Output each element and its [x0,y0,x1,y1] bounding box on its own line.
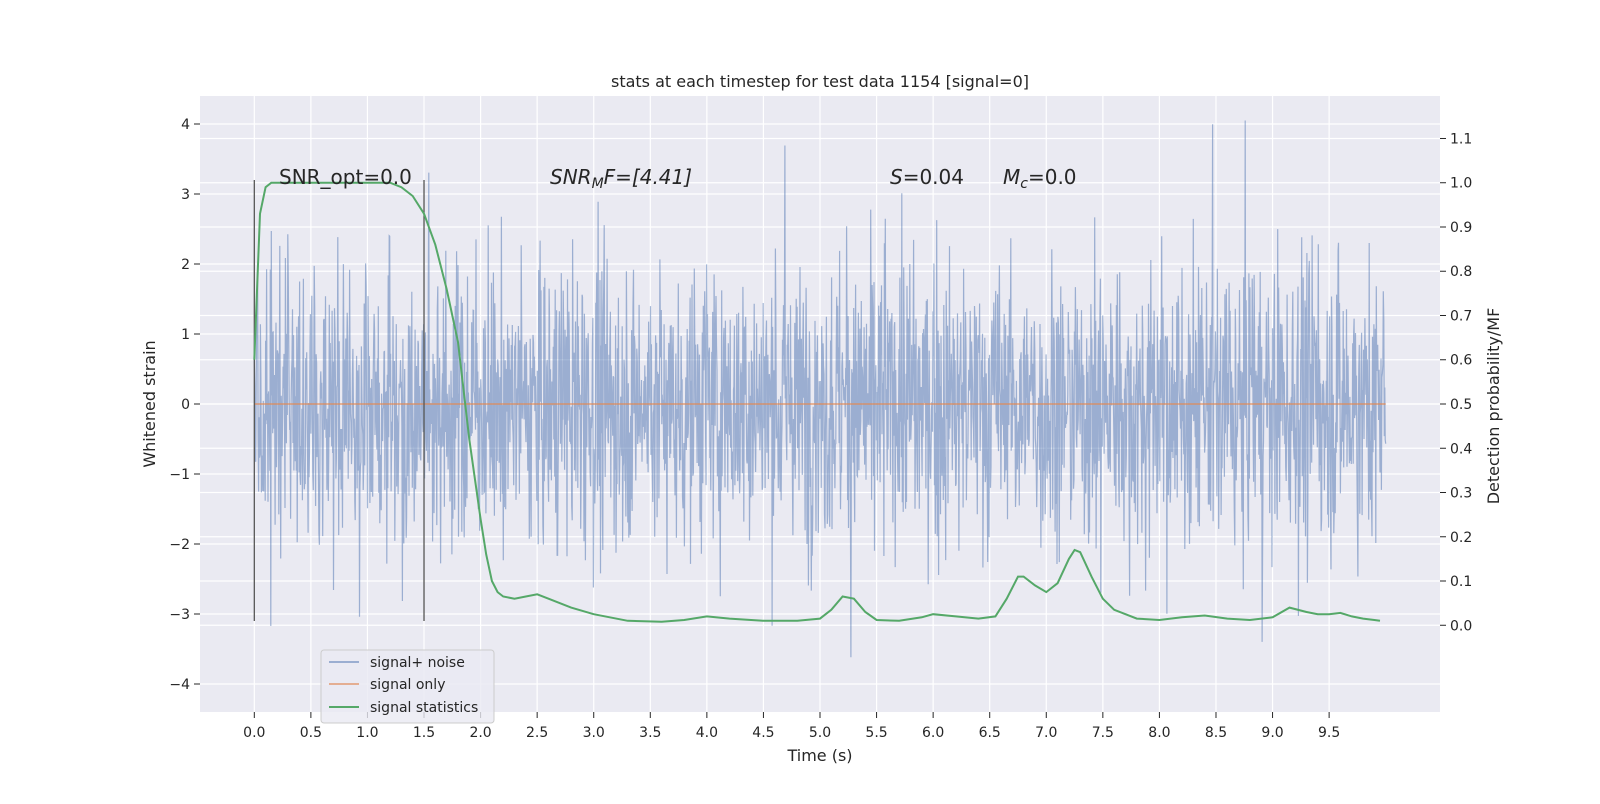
y-axis-label-left: Whitened strain [140,340,159,467]
legend-box [320,649,495,724]
legend-label-signal-noise: signal+ noise [370,655,465,671]
x-tick-label: 0.5 [300,725,322,741]
ticks: 0.0 0.5 1.0 1.5 2.0 2.5 3.0 3.5 4.0 4.5 5.0 5.5 6.0 6… [169,117,1472,741]
y-right-tick-label: 1.1 [1450,131,1472,147]
y-right-tick-label: 0.0 [1450,618,1472,634]
y-right-tick-label: 0.5 [1450,397,1472,413]
y-left-tick-label: −3 [169,607,190,623]
y-left-tick-label: 3 [181,187,190,203]
y-right-tick-label: 0.3 [1450,486,1472,502]
y-left-tick-label: 1 [181,327,190,343]
line-series [253,180,1386,623]
x-tick-label: 1.0 [356,725,378,741]
annotation-s: S=0.04 [890,165,964,189]
x-tick-label: 1.5 [413,725,435,741]
noise-series [253,120,1387,658]
y-axis-label-right: Detection probability/MF [1484,308,1503,505]
annotation-snr-opt: SNR_opt=0.0 [279,165,412,189]
legend-label-signal-statistics: signal statistics [370,700,478,716]
y-left-tick-label: 0 [181,397,190,413]
annotation-snr-mf-symbol: SNR [550,165,592,189]
y-right-tick-label: 1.0 [1450,176,1472,192]
annotation-s-symbol: S [890,165,903,189]
x-tick-label: 2.5 [526,725,548,741]
y-right-tick-label: 0.6 [1450,353,1472,369]
annotation-s-value: =0.04 [903,165,964,189]
y-left-tick-label: 4 [181,117,190,133]
x-tick-label: 5.0 [809,725,831,741]
y-left-tick-label: −2 [169,537,190,553]
x-tick-label: 9.0 [1261,725,1283,741]
x-tick-label: 5.5 [865,725,887,741]
legend: signal+ noise signal only signal statist… [320,649,495,724]
annotation-snr-mf-subscript: M [592,176,604,192]
x-tick-label: 6.0 [922,725,944,741]
x-tick-label: 9.5 [1318,725,1340,741]
chart-title: stats at each timestep for test data 115… [611,72,1029,91]
annotation-mc-subscript: c [1020,176,1028,192]
x-tick-label: 8.0 [1148,725,1170,741]
x-axis-label: Time (s) [786,746,852,765]
y-left-tick-label: −1 [169,467,190,483]
x-tick-label: 2.0 [469,725,491,741]
legend-label-signal-only: signal only [370,677,445,693]
x-tick-label: 6.5 [979,725,1001,741]
series-signal-statistics [253,181,1381,623]
x-tick-label: 8.5 [1205,725,1227,741]
y-right-tick-label: 0.9 [1450,220,1472,236]
y-left-tick-label: −4 [169,677,190,693]
x-tick-label: 3.5 [639,725,661,741]
annotation-snr-mf: SNRMF=[4.41] [550,165,692,192]
x-tick-label: 7.0 [1035,725,1057,741]
y-right-tick-label: 0.7 [1450,308,1472,324]
y-right-tick-label: 0.1 [1450,574,1472,590]
y-right-tick-label: 0.4 [1450,441,1472,457]
annotation-mc: Mc=0.0 [1003,165,1077,192]
y-right-tick-label: 0.8 [1450,264,1472,280]
x-tick-label: 3.0 [583,725,605,741]
x-tick-label: 0.0 [243,725,265,741]
annotation-mc-symbol: M [1003,165,1020,189]
x-tick-label: 4.5 [752,725,774,741]
annotation-snr-mf-value: F=[4.41] [604,165,692,189]
y-left-tick-label: 2 [181,257,190,273]
x-tick-label: 7.5 [1092,725,1114,741]
x-tick-label: 4.0 [696,725,718,741]
series-signal-noise [253,120,1387,658]
annotation-mc-value: =0.0 [1028,165,1077,189]
y-right-tick-label: 0.2 [1450,530,1472,546]
